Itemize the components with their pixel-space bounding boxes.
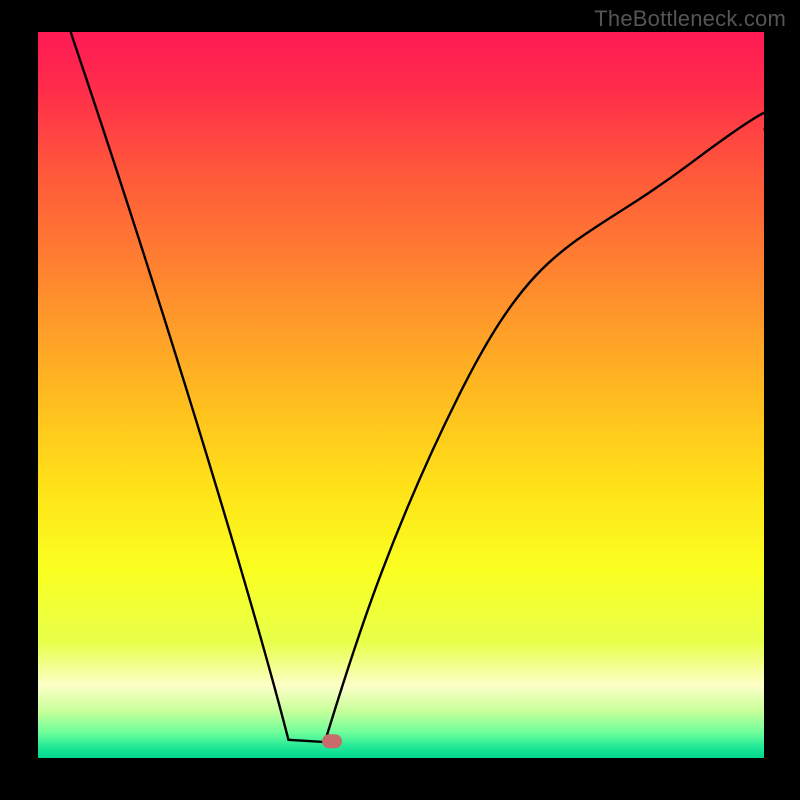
optimum-marker bbox=[322, 734, 342, 748]
plot-background bbox=[38, 32, 764, 758]
chart-svg bbox=[0, 0, 800, 800]
chart-container: TheBottleneck.com bbox=[0, 0, 800, 800]
watermark-text: TheBottleneck.com bbox=[594, 6, 786, 32]
